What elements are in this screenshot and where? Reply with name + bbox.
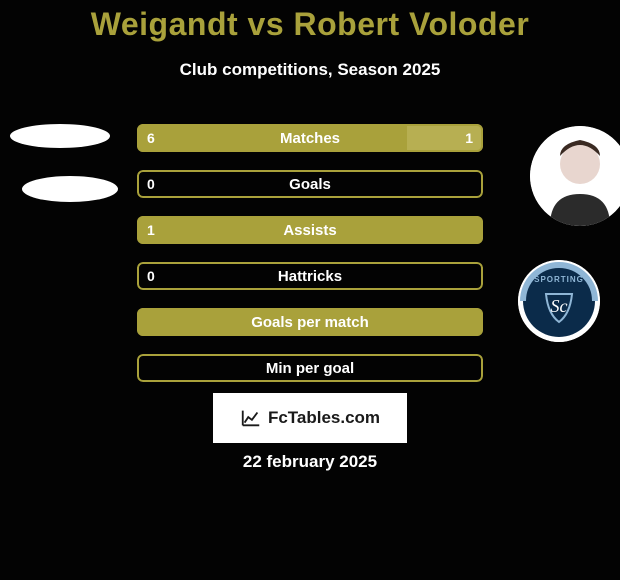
chart-icon: [240, 407, 262, 429]
stat-bars: 61Matches 0Goals 1Assists 0Hattricks Goals p…: [137, 124, 483, 400]
stat-bar-row: Min per goal: [137, 354, 483, 382]
stat-bar-label: Goals: [137, 170, 483, 198]
stat-bar-label: Min per goal: [137, 354, 483, 382]
footer-brand-text: FcTables.com: [268, 408, 380, 428]
stat-bar-row: 0Goals: [137, 170, 483, 198]
page-title: Weigandt vs Robert Voloder: [0, 6, 620, 43]
footer-date: 22 february 2025: [0, 452, 620, 472]
stat-bar-row: Goals per match: [137, 308, 483, 336]
stat-bar-label: Goals per match: [137, 308, 483, 336]
page-root: Weigandt vs Robert Voloder Club competit…: [0, 0, 620, 580]
footer-brand: FcTables.com: [213, 393, 407, 443]
club-badge-icon: SPORTING Sc: [518, 260, 600, 342]
player2-club-badge: SPORTING Sc: [518, 260, 600, 342]
person-icon: [530, 126, 620, 226]
page-subtitle: Club competitions, Season 2025: [0, 60, 620, 80]
stat-bar-label: Assists: [137, 216, 483, 244]
stat-bar-row: 1Assists: [137, 216, 483, 244]
player2-photo: [530, 126, 620, 226]
stat-bar-label: Matches: [137, 124, 483, 152]
stat-bar-label: Hattricks: [137, 262, 483, 290]
player1-photo: [10, 124, 110, 148]
svg-text:SPORTING: SPORTING: [534, 275, 584, 284]
player1-club-badge: [22, 176, 118, 202]
stat-bar-row: 0Hattricks: [137, 262, 483, 290]
svg-text:Sc: Sc: [551, 296, 568, 316]
stat-bar-row: 61Matches: [137, 124, 483, 152]
